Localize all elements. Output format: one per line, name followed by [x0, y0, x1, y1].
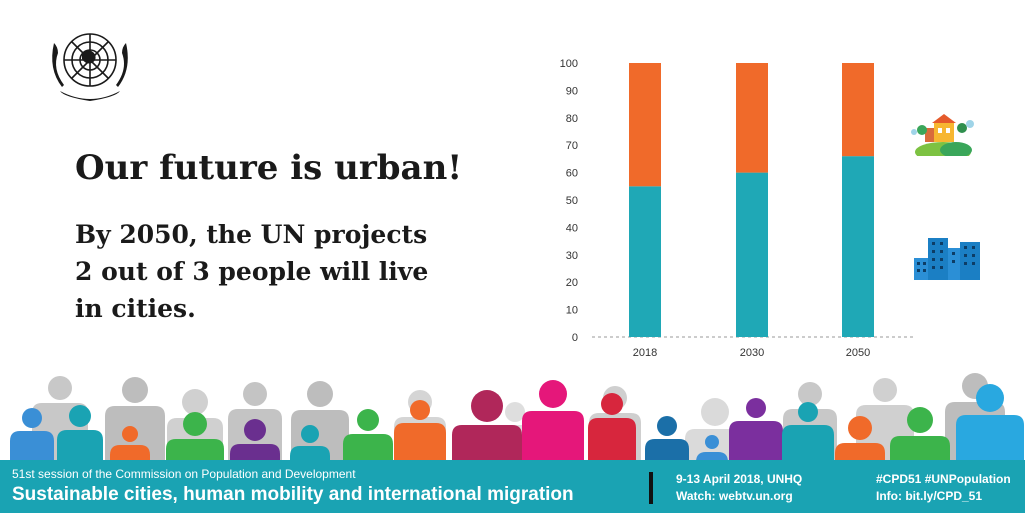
person-figure: [290, 425, 330, 462]
city-buildings-icon: [914, 238, 980, 280]
person-figure: [57, 405, 103, 462]
x-tick-label: 2030: [740, 347, 764, 359]
rural-village-icon: [911, 114, 974, 156]
un-emblem-icon: [52, 33, 128, 101]
person-figure: [645, 416, 689, 462]
x-tick-label: 2050: [846, 347, 870, 359]
person-figure: [588, 393, 636, 462]
y-tick-label: 0: [572, 332, 578, 344]
person-figure: [696, 435, 728, 462]
person-figure: [890, 407, 950, 462]
bar-segment-urban: [736, 172, 768, 337]
y-tick-label: 30: [566, 250, 578, 262]
subtext-line: By 2050, the UN projects: [75, 220, 428, 249]
session-title: 51st session of the Commission on Popula…: [12, 467, 356, 481]
y-tick-label: 80: [566, 113, 578, 125]
y-tick-label: 60: [566, 168, 578, 180]
person-figure: [343, 409, 393, 462]
person-figure: [110, 426, 150, 462]
bar-segment-rural: [629, 63, 661, 187]
person-figure: [230, 419, 280, 462]
session-theme: Sustainable cities, human mobility and i…: [12, 484, 574, 505]
y-tick-label: 90: [566, 85, 578, 97]
hashtag-info: #CPD51 #UNPopulation Info: bit.ly/CPD_51: [876, 471, 1011, 505]
y-tick-label: 50: [566, 195, 578, 207]
bar-segment-urban: [842, 156, 874, 337]
subtext-line: 2 out of 3 people will live: [75, 257, 429, 286]
subtext-line: in cities.: [75, 294, 196, 323]
person-figure: [522, 380, 584, 462]
bar-segment-rural: [842, 63, 874, 157]
y-tick-label: 40: [566, 222, 578, 234]
x-tick-label: 2018: [633, 347, 657, 359]
footer-divider: [649, 472, 653, 504]
person-figure: [782, 402, 834, 462]
bar-segment-urban: [629, 186, 661, 337]
y-tick-label: 100: [560, 58, 578, 70]
crowd-illustration: [10, 373, 1024, 462]
bar-segment-rural: [736, 63, 768, 173]
y-tick-label: 10: [566, 305, 578, 317]
person-figure: [394, 400, 446, 462]
person-figure: [166, 412, 224, 462]
y-tick-label: 70: [566, 140, 578, 152]
person-figure: [452, 390, 522, 462]
headline: Our future is urban!: [75, 148, 463, 188]
watch-link: Watch: webtv.un.org: [676, 489, 793, 503]
event-dates: 9-13 April 2018, UNHQ: [676, 472, 803, 486]
hashtags: #CPD51 #UNPopulation: [876, 472, 1011, 486]
person-figure: [729, 398, 783, 462]
info-link: Info: bit.ly/CPD_51: [876, 489, 983, 503]
subtext: By 2050, the UN projects 2 out of 3 peop…: [75, 216, 428, 327]
person-figure: [835, 416, 885, 462]
person-figure: [10, 408, 54, 462]
person-figure: [956, 384, 1024, 462]
footer-banner: 51st session of the Commission on Popula…: [0, 460, 1025, 513]
event-info: 9-13 April 2018, UNHQ Watch: webtv.un.or…: [676, 471, 802, 505]
y-tick-label: 20: [566, 277, 578, 289]
